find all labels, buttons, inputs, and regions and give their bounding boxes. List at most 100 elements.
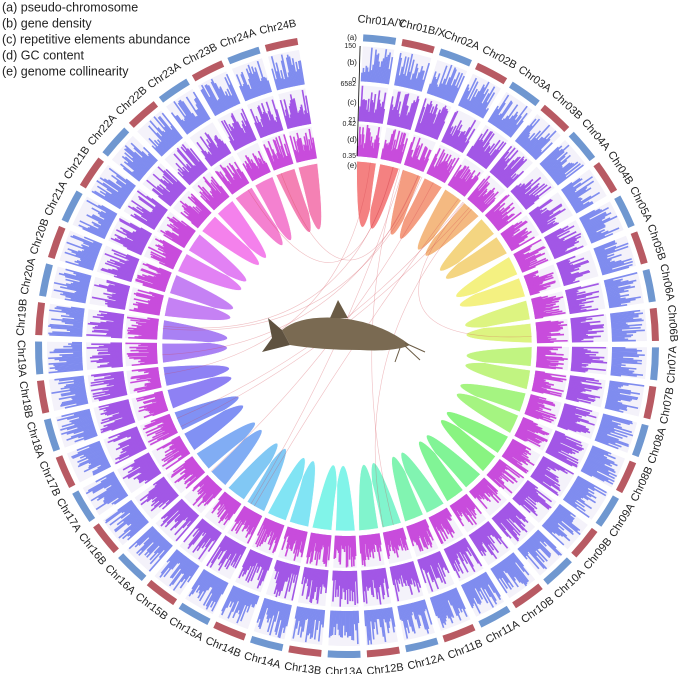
histogram-bar bbox=[471, 131, 492, 160]
histogram-bar bbox=[163, 126, 178, 143]
histogram-bar bbox=[138, 462, 156, 474]
histogram-bar bbox=[357, 126, 361, 157]
histogram-bar bbox=[168, 428, 177, 434]
histogram-bar bbox=[127, 162, 145, 177]
histogram-bar bbox=[441, 77, 451, 99]
histogram-bar bbox=[535, 211, 554, 225]
histogram-bar bbox=[200, 84, 219, 115]
histogram-bar bbox=[104, 374, 124, 379]
histogram-bar bbox=[611, 364, 622, 368]
histogram-bar bbox=[289, 528, 296, 546]
histogram-bar bbox=[61, 309, 85, 314]
histogram-bar bbox=[472, 487, 480, 496]
histogram-bar bbox=[119, 443, 145, 457]
histogram-bar bbox=[133, 456, 152, 468]
histogram-bar bbox=[582, 212, 607, 227]
histogram-bar bbox=[98, 284, 129, 293]
histogram-bar bbox=[230, 544, 243, 566]
histogram-bar bbox=[65, 312, 84, 317]
histogram-bar bbox=[119, 239, 144, 252]
histogram-bar bbox=[260, 78, 268, 94]
histogram-bar bbox=[420, 600, 426, 612]
histogram-bar bbox=[521, 132, 536, 148]
histogram-bar bbox=[513, 495, 525, 506]
histogram-bar bbox=[561, 271, 580, 279]
axis-label: 0.35 bbox=[342, 153, 356, 160]
histogram-bar bbox=[245, 68, 258, 98]
histogram-bar bbox=[443, 157, 460, 184]
histogram-bar bbox=[536, 215, 550, 226]
histogram-bar bbox=[235, 544, 242, 554]
histogram-bar bbox=[240, 178, 247, 186]
histogram-bar bbox=[455, 542, 469, 565]
histogram-bar bbox=[196, 141, 215, 166]
histogram-bar bbox=[244, 592, 252, 606]
histogram-bar bbox=[102, 182, 128, 200]
histogram-bar bbox=[219, 535, 228, 548]
histogram-bar bbox=[562, 498, 590, 518]
histogram-bar bbox=[549, 165, 563, 177]
chromosome-label: Chr13A bbox=[325, 666, 363, 674]
histogram-bar bbox=[536, 359, 559, 363]
histogram-bar bbox=[505, 448, 527, 464]
histogram-bar bbox=[562, 408, 587, 417]
histogram-bar bbox=[476, 150, 486, 163]
histogram-bar bbox=[150, 298, 163, 304]
histogram-bar bbox=[205, 199, 216, 210]
histogram-bar bbox=[454, 130, 466, 150]
histogram-bar bbox=[132, 157, 149, 172]
histogram-bar bbox=[195, 206, 208, 218]
histogram-bar bbox=[121, 502, 135, 514]
cross-link bbox=[418, 202, 532, 338]
histogram-bar bbox=[296, 132, 305, 162]
histogram-bar bbox=[491, 206, 511, 224]
histogram-bar bbox=[295, 529, 300, 541]
histogram-bar bbox=[553, 250, 566, 258]
histogram-bar bbox=[451, 166, 467, 189]
histogram-bar bbox=[568, 385, 592, 392]
histogram-bar bbox=[275, 560, 281, 572]
histogram-bar bbox=[180, 146, 204, 174]
histogram-bar bbox=[567, 390, 601, 399]
histogram-bar bbox=[165, 168, 187, 190]
histogram-bar bbox=[310, 568, 317, 604]
histogram-bar bbox=[98, 393, 128, 402]
histogram-bar bbox=[75, 392, 87, 396]
histogram-bar bbox=[219, 171, 236, 193]
histogram-bar bbox=[273, 559, 279, 569]
collinearity-ribbon bbox=[464, 300, 533, 344]
histogram-bar bbox=[372, 569, 376, 589]
histogram-bar bbox=[529, 397, 556, 407]
histogram-bar bbox=[119, 435, 142, 447]
histogram-bar bbox=[454, 168, 471, 191]
histogram-bar bbox=[521, 259, 549, 272]
histogram-bar bbox=[162, 239, 183, 253]
histogram-bar bbox=[352, 610, 355, 641]
histogram-bar bbox=[509, 442, 526, 453]
histogram-bar bbox=[502, 507, 525, 531]
histogram-bar bbox=[113, 430, 140, 443]
histogram-bar bbox=[571, 324, 605, 329]
histogram-bar bbox=[141, 268, 170, 281]
histogram-bar bbox=[232, 176, 242, 189]
histogram-bar bbox=[421, 520, 428, 532]
histogram-bar bbox=[449, 72, 464, 103]
histogram-bar bbox=[504, 178, 514, 187]
histogram-bar bbox=[442, 172, 450, 183]
histogram-bar bbox=[184, 115, 196, 130]
histogram-bar bbox=[55, 366, 83, 371]
histogram-bar bbox=[516, 186, 532, 200]
histogram-bar bbox=[382, 143, 387, 160]
histogram-bar bbox=[456, 172, 472, 192]
histogram-bar bbox=[95, 471, 115, 483]
histogram-bar bbox=[549, 442, 573, 455]
histogram-bar bbox=[517, 251, 539, 263]
histogram-bar bbox=[541, 149, 560, 167]
histogram-bar bbox=[520, 183, 546, 204]
histogram-bar bbox=[492, 466, 503, 476]
histogram-bar bbox=[176, 149, 201, 177]
histogram-bar bbox=[103, 486, 124, 500]
histogram-bar bbox=[81, 244, 100, 253]
histogram-bar bbox=[544, 225, 569, 240]
histogram-bar bbox=[532, 300, 559, 308]
